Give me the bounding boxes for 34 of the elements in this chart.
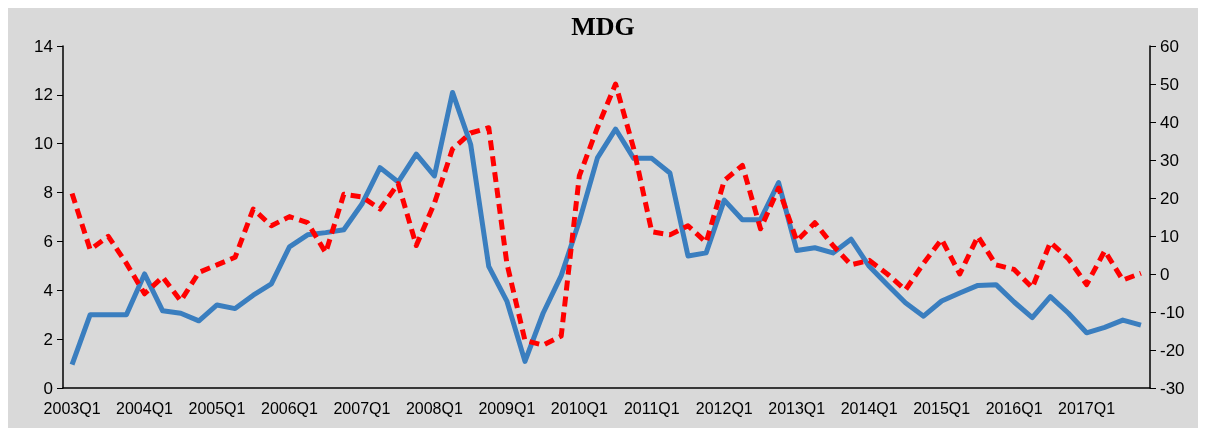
y2-tick-label: -30: [1160, 378, 1185, 398]
x-tick-label: 2010Q1: [550, 399, 608, 417]
y2-tick-label: -10: [1160, 302, 1185, 322]
y-tick-label: 6: [43, 231, 53, 251]
y2-tick-label: 20: [1160, 188, 1179, 208]
x-tick-label: 2015Q1: [913, 399, 971, 417]
y-tick-label: 12: [34, 85, 53, 105]
x-tick-label: 2006Q1: [260, 399, 319, 417]
y-tick-label: 14: [34, 36, 53, 56]
x-tick-label: 2008Q1: [405, 399, 463, 417]
x-tick-label: 2012Q1: [695, 399, 753, 417]
x-tick-label: 2016Q1: [985, 399, 1043, 417]
x-tick-label: 2014Q1: [840, 399, 898, 417]
x-tick-label: 2011Q1: [623, 399, 680, 417]
y-tick-label: 2: [43, 329, 53, 349]
x-tick-label: 2005Q1: [188, 399, 246, 417]
x-tick-label: 2004Q1: [116, 399, 174, 417]
y2-tick-label: -20: [1160, 340, 1185, 360]
y-tick-label: 10: [34, 134, 53, 154]
chart-title: MDG: [571, 11, 635, 41]
x-tick-label: 2003Q1: [43, 399, 101, 417]
y-tick-label: 8: [43, 183, 53, 203]
y2-tick-label: 60: [1160, 36, 1179, 56]
y2-tick-label: 10: [1160, 226, 1179, 246]
x-tick-label: 2007Q1: [333, 399, 391, 417]
x-tick-label: 2009Q1: [478, 399, 536, 417]
x-tick-label: 2017Q1: [1058, 399, 1116, 417]
y2-tick-label: 50: [1160, 74, 1179, 94]
x-tick-label: 2013Q1: [768, 399, 826, 417]
y2-tick-label: 30: [1160, 150, 1179, 170]
y-tick-label: 0: [43, 378, 53, 398]
y2-tick-label: 40: [1160, 112, 1179, 132]
y2-tick-label: 0: [1160, 264, 1170, 284]
y-tick-label: 4: [43, 280, 53, 300]
